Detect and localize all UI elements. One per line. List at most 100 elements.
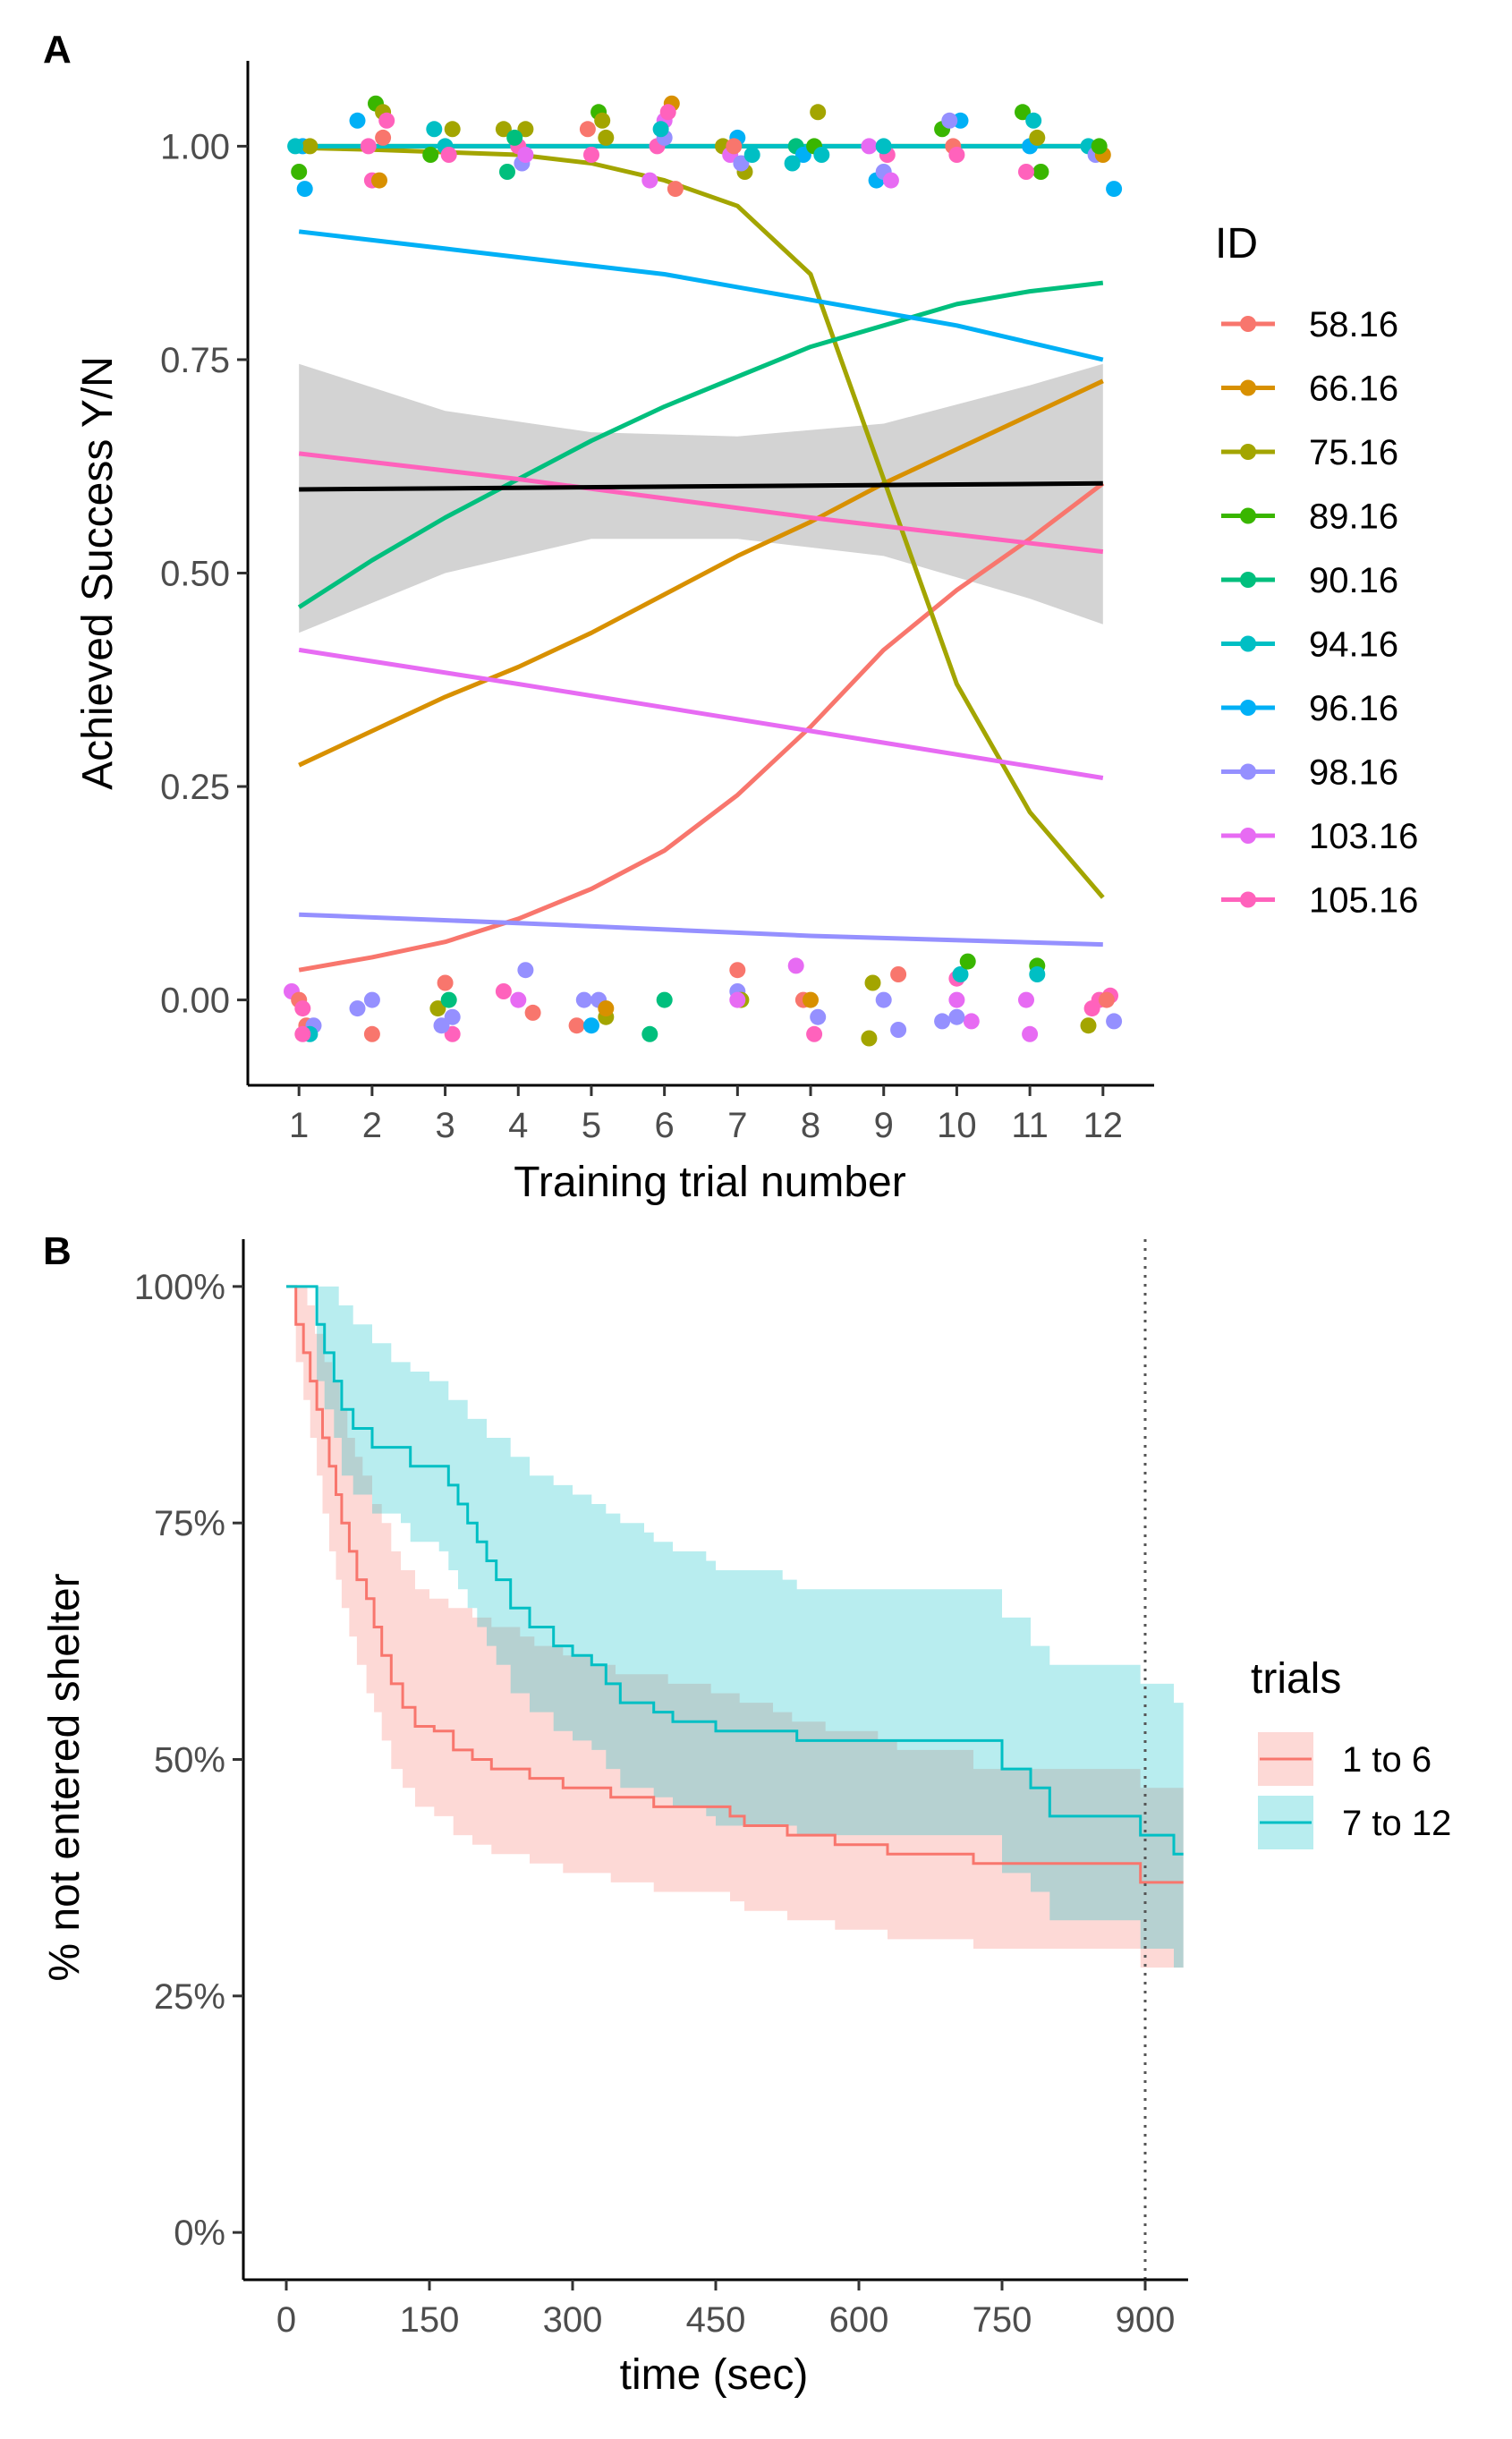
y-tick-label: 1.00 <box>160 127 230 166</box>
y-tick-label: 0% <box>174 2214 225 2253</box>
survival-line-7 to 12 <box>286 1285 1184 1856</box>
x-tick-label: 11 <box>1011 1106 1049 1145</box>
x-tick-label: 300 <box>543 2300 603 2340</box>
x-tick-label: 10 <box>937 1106 977 1145</box>
legend-title: ID <box>1215 220 1258 268</box>
x-tick-label: 450 <box>686 2300 746 2340</box>
data-point-96.16 <box>1106 181 1123 198</box>
data-point-94.16 <box>875 138 892 155</box>
data-point-89.16 <box>422 147 439 163</box>
data-point-89.16 <box>291 164 308 180</box>
data-point-89.16 <box>1091 138 1108 155</box>
legend-label: 103.16 <box>1309 817 1418 856</box>
data-point-75.16 <box>598 129 615 146</box>
data-point-94.16 <box>1025 112 1042 129</box>
data-point-98.16 <box>575 991 592 1008</box>
legend-label: 105.16 <box>1309 881 1418 921</box>
data-point-98.16 <box>934 1013 951 1030</box>
y-tick-label: 0.75 <box>160 341 230 380</box>
data-point-89.16 <box>959 953 976 970</box>
data-point-58.16 <box>568 1017 585 1034</box>
x-tick-label: 6 <box>655 1106 675 1145</box>
data-point-105.16 <box>294 1000 311 1017</box>
data-point-94.16 <box>426 121 443 138</box>
data-point-94.16 <box>1029 966 1046 982</box>
overall-ci-ribbon <box>299 363 1103 633</box>
data-point-90.16 <box>656 991 673 1008</box>
y-tick-label: 0.25 <box>160 768 230 807</box>
data-point-98.16 <box>1106 1013 1123 1030</box>
data-point-94.16 <box>784 155 801 172</box>
data-point-66.16 <box>371 172 387 189</box>
legend-label: 7 to 12 <box>1342 1804 1451 1843</box>
data-point-96.16 <box>349 112 366 129</box>
legend-key-dot <box>1240 635 1256 652</box>
overall-fit-line <box>299 480 1103 492</box>
legend-label: 75.16 <box>1309 433 1398 472</box>
data-point-98.16 <box>444 1008 461 1025</box>
legend-label: 1 to 6 <box>1342 1740 1431 1780</box>
x-tick-label: 7 <box>727 1106 747 1145</box>
legend-key-dot <box>1240 891 1256 908</box>
data-point-75.16 <box>864 974 881 991</box>
legend-key-dot <box>1240 507 1256 524</box>
data-point-58.16 <box>437 974 454 991</box>
data-point-58.16 <box>890 966 907 982</box>
data-point-90.16 <box>506 129 523 146</box>
data-point-58.16 <box>726 138 743 155</box>
data-point-58.16 <box>667 181 684 198</box>
data-point-105.16 <box>495 983 512 999</box>
x-tick-label: 2 <box>362 1106 382 1145</box>
legend-key-dot <box>1240 444 1256 460</box>
legend-label: 98.16 <box>1309 753 1398 793</box>
data-point-89.16 <box>1032 164 1049 180</box>
data-point-66.16 <box>598 1000 615 1017</box>
panel-a-chart: 0.000.250.500.751.001 2 3 4 5 6 7 8 9 10 11 12Train… <box>74 61 1418 1206</box>
data-point-75.16 <box>429 1000 446 1017</box>
data-point-98.16 <box>733 155 750 172</box>
data-point-98.16 <box>875 991 892 1008</box>
legend-key-dot <box>1240 572 1256 588</box>
legend-label: 66.16 <box>1309 370 1398 409</box>
legend-label: 96.16 <box>1309 689 1398 728</box>
fit-line-96.16 <box>298 229 1104 362</box>
data-point-75.16 <box>861 1030 878 1047</box>
data-point-105.16 <box>1018 164 1034 180</box>
data-point-96.16 <box>583 1017 599 1034</box>
data-point-94.16 <box>743 147 760 163</box>
legend-title: trials <box>1251 1655 1341 1703</box>
data-point-90.16 <box>440 991 457 1008</box>
data-point-103.16 <box>1018 991 1034 1008</box>
legend-label: 90.16 <box>1309 561 1398 600</box>
data-point-98.16 <box>810 1008 827 1025</box>
data-point-58.16 <box>363 1025 380 1042</box>
data-point-98.16 <box>517 962 534 979</box>
legend-label: 89.16 <box>1309 497 1398 537</box>
data-point-98.16 <box>349 1000 366 1017</box>
fit-line-105.16 <box>298 451 1104 555</box>
panel-b-label: B <box>43 1229 72 1273</box>
data-point-75.16 <box>302 138 319 155</box>
data-point-98.16 <box>363 991 380 1008</box>
data-point-98.16 <box>433 1017 450 1034</box>
data-point-94.16 <box>287 138 304 155</box>
data-point-58.16 <box>729 962 746 979</box>
x-tick-label: 5 <box>582 1106 601 1145</box>
x-axis-title: Training trial number <box>514 1159 905 1206</box>
survival-line-1 to 6 <box>286 1285 1184 1884</box>
legend-key-dot <box>1240 379 1256 396</box>
data-point-105.16 <box>583 147 599 163</box>
ci-ribbon-1 to 6 <box>286 1286 1184 1968</box>
data-point-105.16 <box>948 147 965 163</box>
fit-line-103.16 <box>298 647 1104 780</box>
data-point-103.16 <box>882 172 899 189</box>
legend-key-dot <box>1240 763 1256 780</box>
panel-b-chart: 0% 25% 50% 75% 100% 0 150 300 450 600 750 900 time (… <box>41 1239 1451 2399</box>
data-point-75.16 <box>495 121 512 138</box>
x-tick-label: 4 <box>508 1106 528 1145</box>
data-point-103.16 <box>963 1013 980 1030</box>
ci-ribbon-7 to 12 <box>286 1286 1184 1968</box>
data-point-75.16 <box>1029 129 1046 146</box>
x-tick-label: 9 <box>874 1106 894 1145</box>
data-point-105.16 <box>440 147 457 163</box>
